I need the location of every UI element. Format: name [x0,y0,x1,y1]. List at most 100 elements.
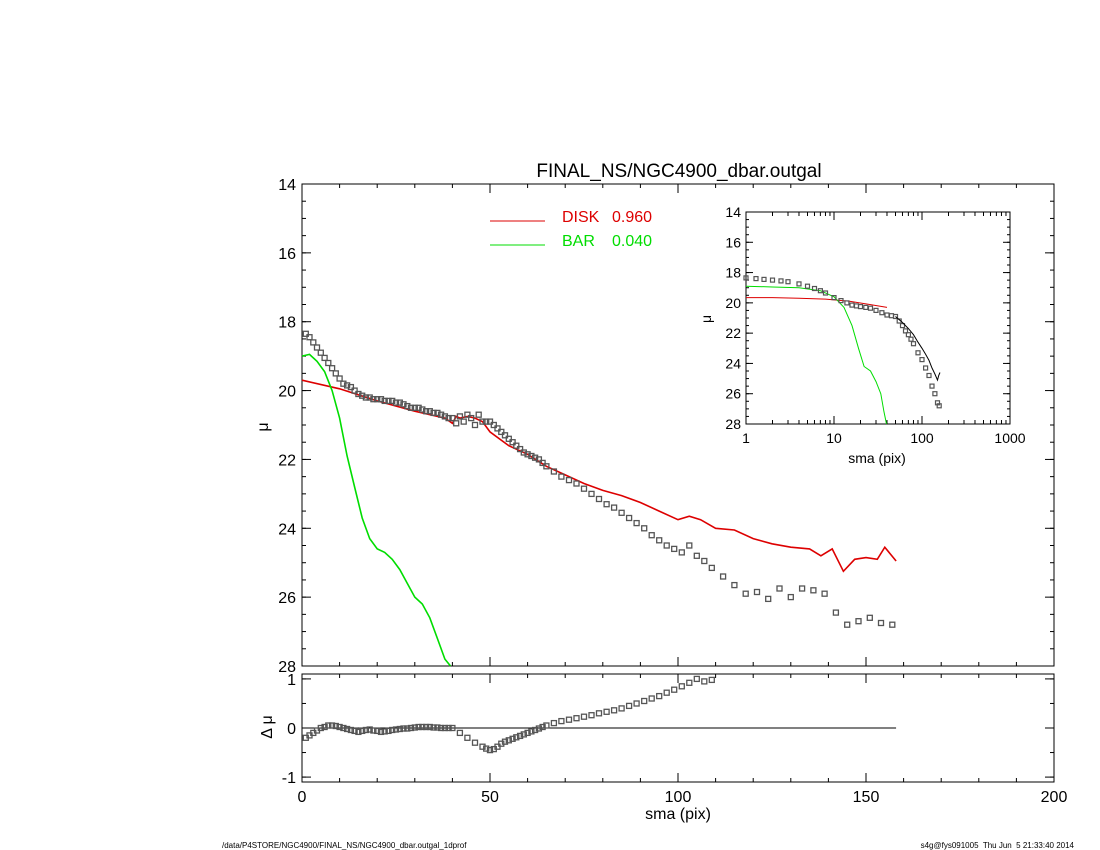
inset-panel-ticks: 14 16 18 20 22 24 26 281 10 100 1000 [725,204,1025,446]
data-point-marker [400,401,407,408]
inset-point-marker [761,276,767,282]
data-point-marker [494,425,501,432]
legend-bar-label: BAR [562,233,595,250]
residual-ytick-label: 0 [287,721,296,738]
residual-point-marker [531,726,539,734]
inset-point-marker [867,305,874,311]
data-point-marker [343,382,351,389]
data-point-marker [449,414,456,422]
series-bar-line [301,353,452,667]
residual-point-marker [445,724,452,732]
residual-point-marker [656,692,663,700]
residual-point-marker [486,746,494,754]
data-point-marker [798,585,806,592]
data-point-marker [340,380,347,387]
inset-ytick-label: 24 [725,355,741,371]
data-point-marker [573,480,580,487]
inset-point-marker [919,357,925,363]
residual-point-marker [347,726,355,734]
main-ytick-label: 28 [278,659,296,676]
data-point-marker [832,609,840,616]
inset-panel-frame [745,211,1011,425]
data-point-marker [381,397,388,405]
data-point-marker [306,334,313,341]
data-point-marker [490,421,497,429]
data-point-marker [889,621,896,628]
residual-point-marker [483,745,490,752]
data-point-marker [610,504,618,511]
inset-point-marker [844,300,850,306]
residual-point-marker [355,728,362,736]
inset-point-marker [936,403,942,409]
inset-point-marker [769,277,776,283]
data-point-marker [313,344,321,351]
main-ytick-label: 18 [278,315,296,332]
data-point-marker [520,449,527,456]
residual-ytick-label: 1 [287,672,296,689]
inset-xtick-label: 10 [826,430,842,446]
residual-point-marker [509,735,516,742]
inset-series-line [895,316,941,382]
inset-point-marker [804,283,811,289]
data-point-marker [501,432,509,439]
data-point-marker [693,552,700,559]
main-ytick-label: 22 [278,452,296,469]
residual-point-marker [400,725,407,732]
residual-point-marker [708,676,715,684]
inset-point-marker [831,295,837,301]
data-point-marker [535,456,543,463]
main-ytick-label: 24 [278,521,296,538]
residual-point-marker [389,726,396,734]
residual-point-marker [362,726,370,734]
residual-point-marker [501,738,509,745]
data-point-marker [385,397,392,405]
residual-point-marker [588,712,595,719]
data-point-marker [392,399,400,406]
data-point-marker [415,404,422,411]
data-point-marker [731,581,738,589]
data-point-marker [516,445,524,453]
inset-ytick-label: 22 [725,325,741,341]
residual-point-marker [505,737,512,744]
inset-point-marker [785,279,791,285]
inset-point-marker [932,391,938,397]
residual-point-marker [516,732,524,740]
inset-point-marker [753,276,759,282]
data-point-marker [370,396,377,403]
data-point-marker [362,394,370,401]
inset-point-marker [879,310,885,316]
inset-point-marker [857,304,864,310]
data-point-marker [877,619,885,627]
data-point-marker [336,375,343,382]
data-point-marker [389,397,396,405]
inset-point-marker [873,307,879,313]
data-point-marker [603,501,610,508]
inset-xtick-label: 1000 [994,430,1025,446]
data-point-marker [588,490,595,498]
data-point-marker [719,573,727,580]
residual-point-marker [535,725,543,732]
x-tick-label: 150 [853,789,880,806]
data-point-marker [765,595,772,603]
data-point-marker [445,414,452,422]
data-point-marker [419,406,426,413]
inset-point-marker [892,313,899,320]
inset-ytick-label: 20 [725,295,741,311]
data-point-marker [468,414,475,422]
data-point-marker [753,588,761,596]
residual-point-marker [610,707,618,714]
data-point-marker [411,404,418,411]
data-point-marker [479,418,486,425]
residual-point-marker [328,722,336,729]
data-point-marker [486,418,494,425]
data-point-marker [302,330,309,337]
residual-point-marker [543,722,550,729]
data-point-marker [310,339,317,346]
data-point-marker [460,418,467,425]
data-point-marker [656,537,663,544]
residual-point-marker [422,723,430,731]
inset-point-marker [863,304,869,310]
inset-point-marker [915,350,921,356]
residual-point-marker [456,729,464,737]
